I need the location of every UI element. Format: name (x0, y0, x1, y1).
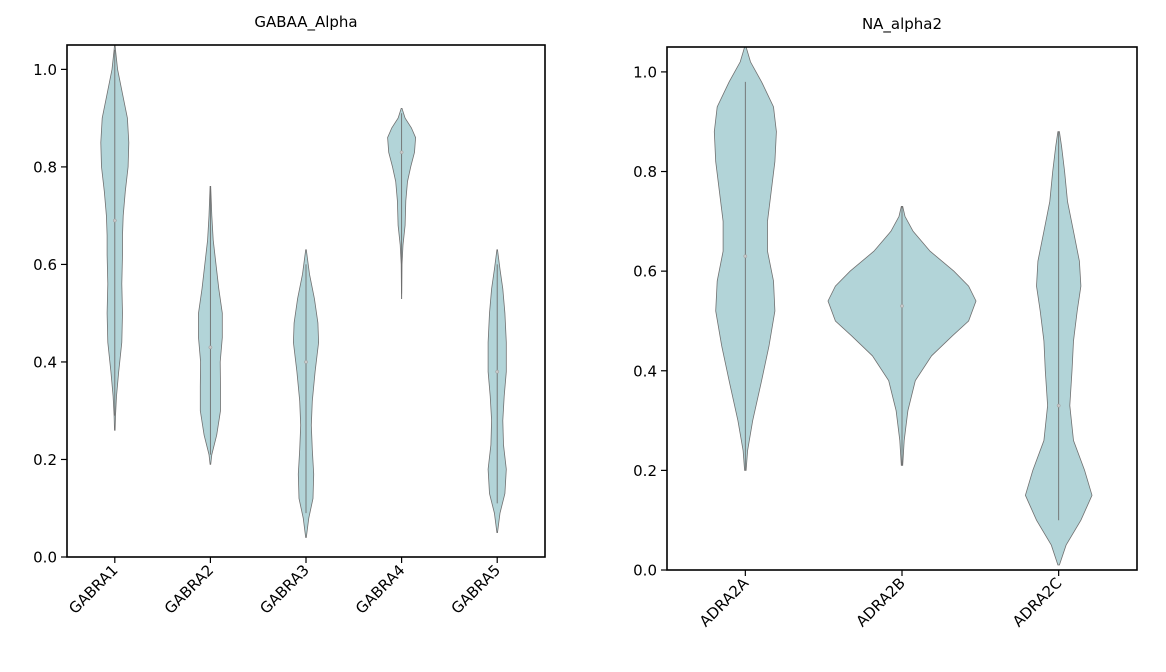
chart-title: GABAA_Alpha (254, 13, 357, 32)
y-tick-label: 0.4 (633, 362, 657, 380)
violin-median-marker (304, 360, 308, 364)
y-tick-label: 1.0 (33, 61, 57, 79)
y-tick-label: 0.0 (33, 549, 57, 567)
violin-median-marker (495, 369, 500, 374)
violin-median-marker (112, 218, 117, 223)
violin-median-marker (743, 254, 748, 259)
y-tick-label: 0.0 (633, 562, 657, 580)
chart-title: NA_alpha2 (862, 15, 942, 34)
violin-adra2c (1024, 131, 1093, 566)
y-tick-label: 0.6 (633, 263, 657, 281)
y-tick-label: 0.4 (33, 353, 57, 371)
y-tick-label: 0.2 (33, 451, 57, 469)
violin-gabra4 (387, 108, 417, 299)
y-tick-label: 0.6 (33, 256, 57, 274)
violin-median-marker (900, 304, 904, 308)
violin-gabra2 (198, 186, 223, 465)
y-tick-label: 1.0 (633, 63, 657, 81)
violin-gabra3 (292, 249, 320, 538)
violin-adra2b (827, 206, 977, 466)
y-tick-label: 0.8 (633, 163, 657, 181)
violin-median-marker (1056, 403, 1061, 408)
violin-median-marker (399, 150, 404, 155)
violin-median-marker (208, 345, 213, 350)
y-tick-label: 0.8 (33, 158, 57, 176)
violin-gabra5 (487, 249, 507, 533)
y-tick-label: 0.2 (633, 462, 657, 480)
